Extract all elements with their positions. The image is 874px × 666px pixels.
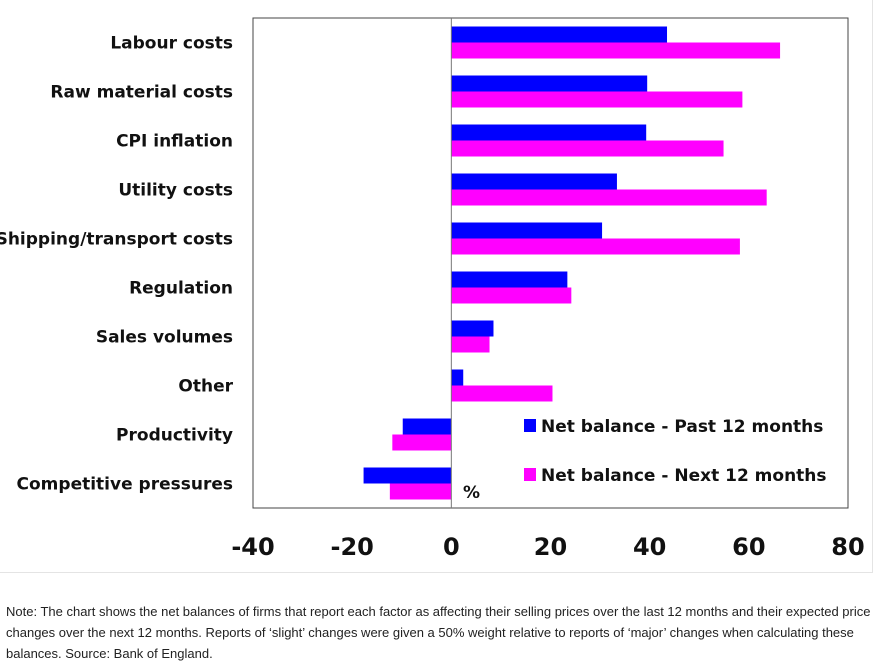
chart-note: Note: The chart shows the net balances o…: [6, 604, 871, 661]
category-label: CPI inflation: [116, 132, 233, 152]
x-tick-label: 20: [534, 533, 567, 561]
bar-next: [451, 91, 743, 108]
category-label: Productivity: [116, 426, 233, 446]
category-label: Raw material costs: [50, 83, 233, 103]
legend-swatch: [524, 419, 536, 432]
x-tick-label: -40: [231, 533, 274, 561]
bar-chart: Labour costs Raw material costs CPI inflat…: [0, 17, 865, 561]
bar-past: [451, 173, 617, 190]
unit-label: %: [463, 483, 480, 503]
bar-past: [451, 271, 568, 288]
category-label: Regulation: [129, 279, 233, 299]
bar-next: [392, 434, 452, 451]
x-tick-label: 40: [633, 533, 666, 561]
bar-past: [451, 75, 648, 92]
category-label: Competitive pressures: [17, 475, 233, 495]
bar-next: [451, 385, 553, 402]
x-tick-label: 60: [732, 533, 765, 561]
legend-label: Net balance - Past 12 months: [541, 417, 823, 437]
bar-next: [389, 483, 452, 500]
bar-next: [451, 336, 490, 353]
category-label: Shipping/transport costs: [0, 230, 233, 250]
x-tick-label: 80: [831, 533, 864, 561]
x-tick-label: 0: [443, 533, 460, 561]
legend-swatch: [524, 468, 536, 481]
bar-past: [451, 320, 494, 337]
bar-next: [451, 287, 572, 304]
chart-frame: [0, 0, 873, 573]
bar-next: [451, 42, 781, 59]
bar-past: [402, 418, 452, 435]
category-label: Sales volumes: [96, 328, 233, 348]
bar-past: [451, 369, 464, 386]
legend-label: Net balance - Next 12 months: [541, 466, 827, 486]
x-tick-label: -20: [330, 533, 373, 561]
bar-next: [451, 189, 767, 206]
category-label: Other: [178, 377, 233, 397]
bar-past: [363, 467, 452, 484]
category-label: Labour costs: [110, 34, 233, 54]
bar-past: [451, 124, 647, 141]
bar-next: [451, 140, 724, 157]
bar-past: [451, 222, 603, 239]
bar-next: [451, 238, 740, 255]
category-label: Utility costs: [118, 181, 233, 201]
bar-past: [451, 26, 668, 43]
